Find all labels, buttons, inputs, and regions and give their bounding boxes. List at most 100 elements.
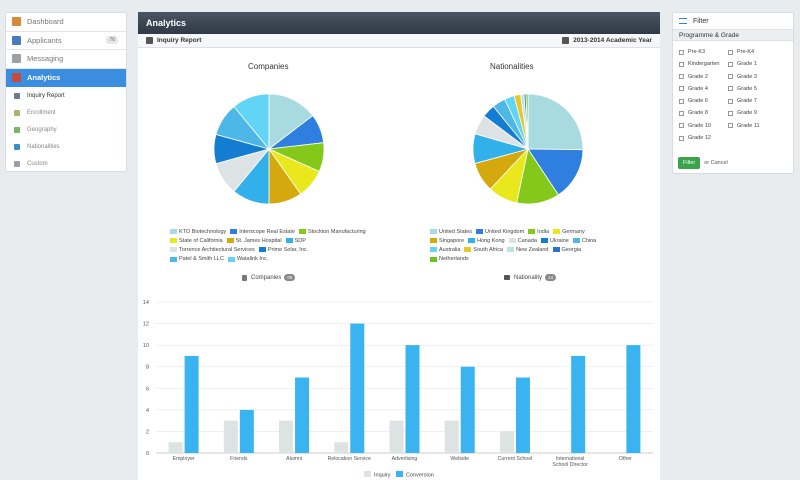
bar-conversion-other[interactable] bbox=[626, 345, 641, 453]
period-selector[interactable]: 2013-2014 Academic Year bbox=[562, 37, 652, 44]
grade-option[interactable]: Grade 11 bbox=[728, 121, 788, 131]
legend-label: South Africa bbox=[473, 246, 504, 253]
grade-option[interactable]: Grade 12 bbox=[679, 133, 728, 143]
bar-conversion-international-school-director[interactable] bbox=[571, 355, 586, 453]
grade-checkbox[interactable] bbox=[679, 98, 684, 104]
legend-item[interactable]: Ukraine bbox=[540, 236, 569, 245]
bar-conversion-alumni[interactable] bbox=[295, 377, 310, 454]
legend-item[interactable]: Netherlands bbox=[430, 255, 469, 264]
grade-option[interactable]: Grade 8 bbox=[679, 108, 728, 118]
grade-option[interactable]: Pre-K4 bbox=[728, 47, 788, 57]
grade-checkbox[interactable] bbox=[728, 123, 733, 129]
y-tick-label: 8 bbox=[146, 365, 149, 371]
sidebar-subitem-enrollment[interactable]: Enrollment bbox=[6, 104, 126, 121]
grade-option[interactable]: Grade 5 bbox=[728, 84, 788, 94]
grade-checkbox[interactable] bbox=[679, 135, 684, 141]
grade-option[interactable]: Grade 10 bbox=[679, 121, 728, 131]
grade-option[interactable]: Grade 9 bbox=[728, 108, 788, 118]
sidebar-subitem-nationalities[interactable]: Nationalities bbox=[6, 138, 126, 155]
grade-checkbox[interactable] bbox=[728, 110, 733, 116]
pie-slice-watalink-inc-[interactable] bbox=[233, 93, 270, 151]
grade-checkbox[interactable] bbox=[679, 123, 684, 129]
legend-item[interactable]: Prime Solar, Inc. bbox=[258, 245, 308, 254]
bar-inquiry-relocation-service[interactable] bbox=[334, 442, 349, 453]
bar-inquiry-website[interactable] bbox=[444, 420, 459, 453]
x-tick-label: Advertising bbox=[392, 456, 418, 462]
legend-item[interactable]: Georgia bbox=[552, 245, 581, 254]
pie-slice-netherlands[interactable] bbox=[525, 93, 529, 150]
sidebar-item-applicants[interactable]: Applicants 76 bbox=[6, 32, 126, 50]
legend-item[interactable]: Singapore bbox=[430, 236, 464, 245]
bar-conversion-website[interactable] bbox=[460, 366, 475, 453]
grade-option[interactable]: Grade 6 bbox=[679, 96, 728, 106]
bar-conversion-current-school[interactable] bbox=[515, 377, 530, 454]
legend-item[interactable]: Patel & Smith LLC bbox=[170, 255, 224, 264]
grade-checkbox[interactable] bbox=[728, 49, 733, 55]
messaging-icon bbox=[12, 54, 21, 64]
grade-checkbox[interactable] bbox=[679, 86, 684, 92]
grade-label: Grade 12 bbox=[688, 135, 711, 142]
legend-item[interactable]: State of California bbox=[170, 236, 223, 245]
legend-item[interactable]: Canada bbox=[508, 236, 537, 245]
bar-conversion-friends[interactable] bbox=[239, 409, 254, 453]
legend-item[interactable]: St. James Hospital bbox=[226, 236, 282, 245]
bar-inquiry-alumni[interactable] bbox=[279, 420, 294, 453]
sidebar-item-dashboard[interactable]: Dashboard bbox=[6, 13, 126, 32]
legend-label: Canada bbox=[517, 237, 537, 244]
sidebar-subitem-inquiry-report[interactable]: Inquiry Report bbox=[6, 87, 126, 104]
legend-item[interactable]: United States bbox=[430, 227, 472, 236]
grade-checkbox[interactable] bbox=[679, 61, 684, 67]
pie-slice-kto-biotechnology[interactable] bbox=[268, 93, 314, 150]
legend-swatch bbox=[298, 229, 306, 235]
tab-nationality[interactable]: Nationality 14 bbox=[504, 274, 557, 281]
legend-item[interactable]: KTO Biotechnology bbox=[170, 227, 226, 236]
grade-option[interactable]: Grade 7 bbox=[728, 96, 788, 106]
legend-item[interactable]: Torrence Architectural Services bbox=[170, 245, 255, 254]
legend-item[interactable]: Hong Kong bbox=[468, 236, 505, 245]
pie-slice-united-kingdom[interactable] bbox=[527, 148, 584, 196]
legend-item[interactable]: India bbox=[528, 227, 549, 236]
legend-item[interactable]: South Africa bbox=[464, 245, 503, 254]
bar-inquiry-employer[interactable] bbox=[168, 442, 183, 453]
legend-item[interactable]: Stockton Manufacturing bbox=[298, 227, 366, 236]
grade-option[interactable]: Kindergarten bbox=[679, 59, 728, 69]
bar-inquiry-advertising[interactable] bbox=[389, 420, 404, 453]
grade-checkbox[interactable] bbox=[728, 98, 733, 104]
legend-item[interactable]: SDP bbox=[285, 236, 306, 245]
legend-label: Watalink Inc. bbox=[236, 256, 269, 263]
sidebar-subitem-custom[interactable]: Custom bbox=[6, 155, 126, 172]
tab-nationality-label: Nationality bbox=[514, 274, 543, 281]
sidebar-item-messaging[interactable]: Messaging bbox=[6, 50, 126, 69]
bar-inquiry-current-school[interactable] bbox=[499, 431, 514, 453]
pie-slice-united-states[interactable] bbox=[527, 93, 584, 151]
legend-item[interactable]: Australia bbox=[430, 245, 460, 254]
tab-companies[interactable]: Companies 00 bbox=[242, 274, 296, 281]
legend-item[interactable]: Watalink Inc. bbox=[227, 255, 269, 264]
cancel-link[interactable]: Cancel bbox=[710, 160, 728, 166]
grade-checkbox[interactable] bbox=[728, 74, 733, 80]
grade-checkbox[interactable] bbox=[728, 86, 733, 92]
sidebar-subitem-geography[interactable]: Geography bbox=[6, 121, 126, 138]
grade-checkbox[interactable] bbox=[679, 49, 684, 55]
legend-item[interactable]: Interscope Real Estate bbox=[230, 227, 295, 236]
grade-option[interactable]: Grade 1 bbox=[728, 59, 788, 69]
bar-conversion-employer[interactable] bbox=[184, 355, 199, 453]
grade-option[interactable]: Grade 2 bbox=[679, 72, 728, 82]
grade-label: Grade 6 bbox=[688, 98, 708, 105]
legend-item[interactable]: United Kingdom bbox=[476, 227, 524, 236]
grade-checkbox[interactable] bbox=[728, 61, 733, 67]
legend-item[interactable]: Germany bbox=[553, 227, 585, 236]
sidebar-item-analytics[interactable]: Analytics bbox=[6, 68, 126, 87]
legend-item[interactable]: China bbox=[572, 236, 596, 245]
bar-conversion-relocation-service[interactable] bbox=[350, 323, 365, 453]
legend-item[interactable]: New Zealand bbox=[507, 245, 549, 254]
bar-conversion-advertising[interactable] bbox=[405, 345, 420, 453]
legend-label: Torrence Architectural Services bbox=[179, 246, 255, 253]
filter-button[interactable]: Filter bbox=[678, 157, 701, 169]
grade-option[interactable]: Grade 3 bbox=[728, 72, 788, 82]
grade-option[interactable]: Grade 4 bbox=[679, 84, 728, 94]
bar-inquiry-friends[interactable] bbox=[223, 420, 238, 453]
grade-option[interactable]: Pre-K3 bbox=[679, 47, 728, 57]
grade-checkbox[interactable] bbox=[679, 74, 684, 80]
grade-checkbox[interactable] bbox=[679, 110, 684, 116]
